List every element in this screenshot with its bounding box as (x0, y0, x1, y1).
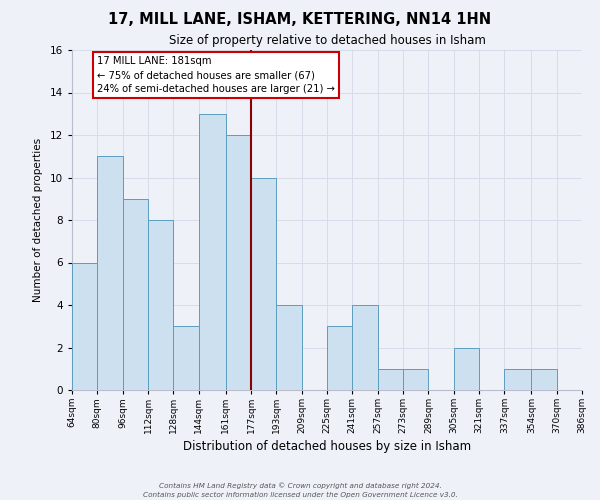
Bar (327, 326, 352, 390)
Title: Size of property relative to detached houses in Isham: Size of property relative to detached ho… (169, 34, 485, 48)
Bar (122, 198, 148, 390)
Bar (582, 369, 600, 390)
Bar (173, 326, 199, 390)
Bar (199, 114, 226, 390)
Bar (377, 369, 403, 390)
Bar (352, 305, 377, 390)
Bar (97, 156, 122, 390)
Bar (251, 178, 277, 390)
Y-axis label: Number of detached properties: Number of detached properties (33, 138, 43, 302)
Bar (505, 369, 532, 390)
Text: 17, MILL LANE, ISHAM, KETTERING, NN14 1HN: 17, MILL LANE, ISHAM, KETTERING, NN14 1H… (109, 12, 491, 28)
Bar (72, 262, 97, 390)
Bar (226, 135, 251, 390)
Text: Contains HM Land Registry data © Crown copyright and database right 2024.
Contai: Contains HM Land Registry data © Crown c… (143, 482, 457, 498)
Text: 17 MILL LANE: 181sqm
← 75% of detached houses are smaller (67)
24% of semi-detac: 17 MILL LANE: 181sqm ← 75% of detached h… (97, 56, 335, 94)
Bar (454, 348, 479, 390)
Bar (403, 369, 428, 390)
Bar (148, 220, 173, 390)
Bar (532, 369, 557, 390)
X-axis label: Distribution of detached houses by size in Isham: Distribution of detached houses by size … (183, 440, 471, 454)
Bar (277, 305, 302, 390)
